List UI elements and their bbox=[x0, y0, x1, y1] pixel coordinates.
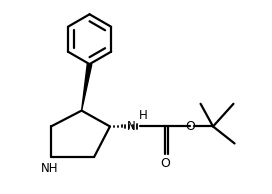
Text: O: O bbox=[186, 120, 195, 133]
Text: NH: NH bbox=[41, 162, 59, 175]
Polygon shape bbox=[82, 64, 92, 111]
Text: N: N bbox=[126, 120, 135, 133]
Text: O: O bbox=[160, 157, 170, 170]
Text: H: H bbox=[139, 109, 148, 122]
